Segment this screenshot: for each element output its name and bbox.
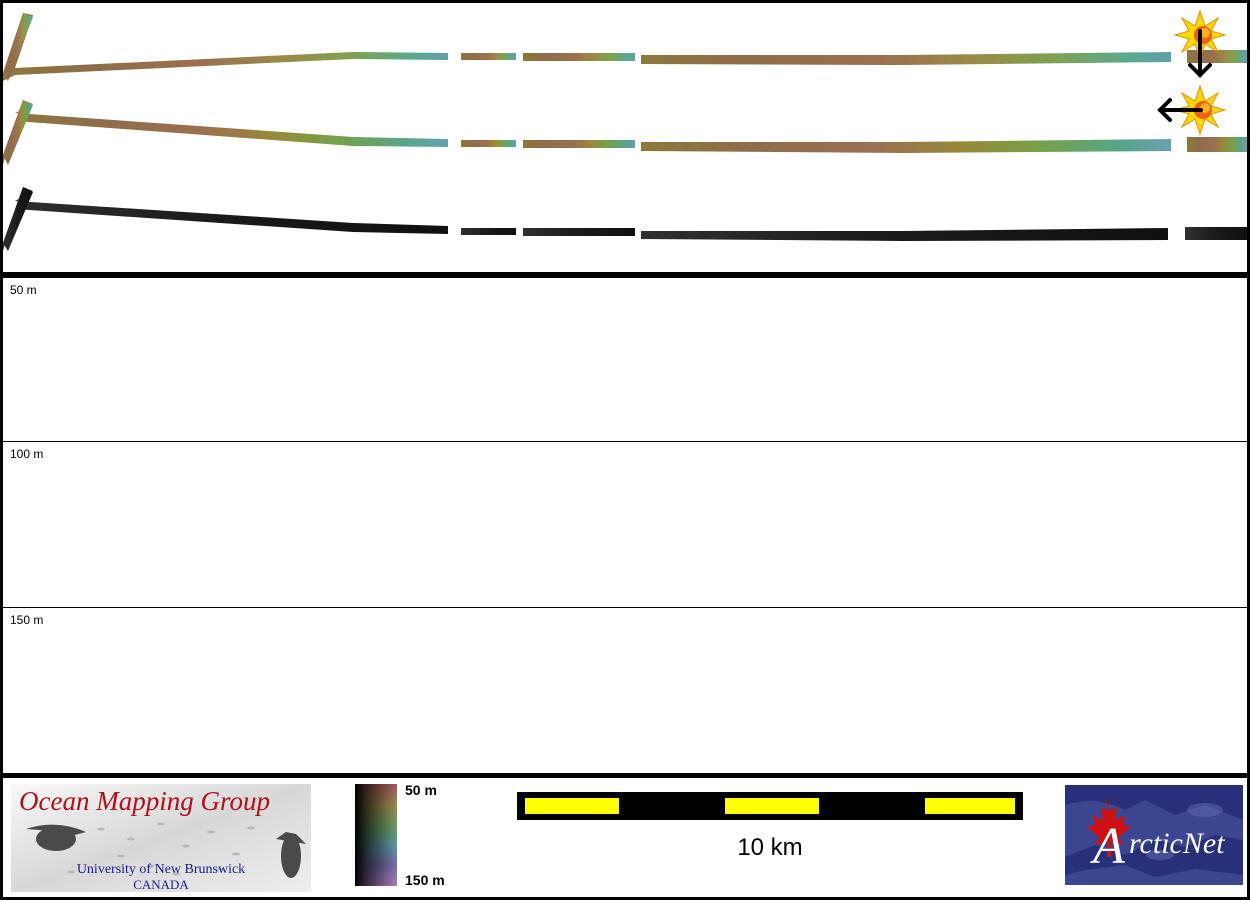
colorbar-bottom-label: 150 m [405,872,445,888]
swath-track-backscatter [3,187,1247,251]
scale-bar [517,792,1023,820]
swath-track-bathymetry-color [3,13,1247,81]
footer-panel: Ocean Mapping Group University of New Br… [3,778,1247,897]
swath-tracks [3,9,1247,251]
seafloor-image [11,784,311,892]
arrow-left-icon [1157,98,1203,122]
divider [3,441,1247,442]
omg-country: CANADA [133,877,189,892]
swath-panel [3,3,1247,272]
ocean-mapping-group-logo: Ocean Mapping Group University of New Br… [11,784,311,892]
scale-bar-segment [525,798,619,814]
svg-text:rcticNet: rcticNet [1129,827,1225,860]
scale-bar-segment [925,798,1015,814]
arrow-down-icon [1188,29,1212,78]
omg-title: Ocean Mapping Group [19,786,270,816]
depth-label: 50 m [10,283,37,297]
colorbar-top-label: 50 m [405,782,437,798]
scale-label: 10 km [737,834,803,861]
swath-track-bathymetry-sunshaded [3,100,1247,165]
scale-bar-segment [725,798,819,814]
depth-label: 150 m [10,613,44,627]
depth-row-50: 50 m [3,278,1247,443]
depth-label: 100 m [10,447,44,461]
depth-row-150: 150 m [3,608,1247,773]
svg-text:A: A [1090,818,1125,875]
depth-colorbar [355,784,397,886]
arcticnet-logo-image: A rcticNet [1065,785,1243,885]
depth-row-100: 100 m [3,442,1247,607]
divider [3,607,1247,608]
depth-profile-panel: 50 m 100 m 150 m [3,278,1247,773]
omg-university: University of New Brunswick [76,862,246,877]
arcticnet-logo: A rcticNet [1065,785,1243,885]
